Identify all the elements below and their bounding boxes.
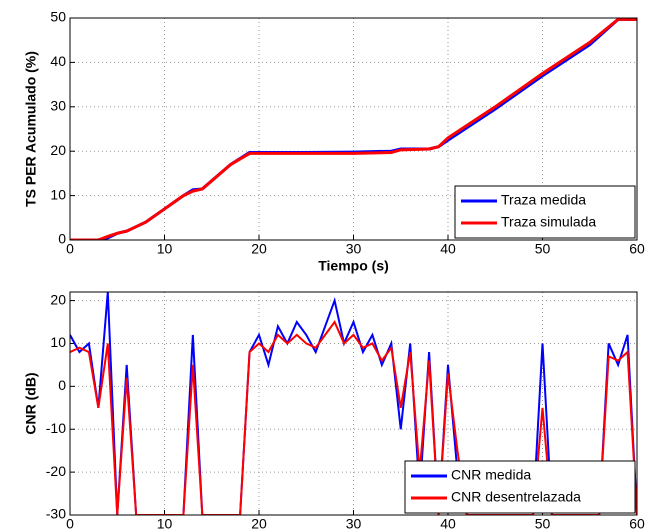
- x-tick-label: 30: [346, 241, 362, 257]
- x-axis-label: Tiempo (s): [318, 258, 389, 274]
- y-tick-label: 0: [58, 231, 66, 247]
- y-tick-label: 0: [58, 377, 66, 393]
- series-line: [70, 320, 637, 515]
- y-tick-label: -10: [46, 420, 66, 436]
- legend-label: Traza simulada: [501, 214, 596, 230]
- x-tick-label: 60: [629, 516, 645, 532]
- y-axis-label: CNR (dB): [23, 372, 39, 434]
- y-tick-label: 30: [50, 98, 66, 114]
- plot-frame: [69, 17, 638, 241]
- y-axis-label: TS PER Acumulado (%): [23, 51, 39, 207]
- x-tick-label: 0: [66, 516, 74, 532]
- x-tick-label: 10: [157, 516, 173, 532]
- y-tick-label: 50: [50, 9, 66, 25]
- y-tick-label: 20: [50, 291, 66, 307]
- legend-label: CNR medida: [451, 467, 531, 483]
- y-tick-label: -30: [46, 506, 66, 522]
- x-tick-label: 40: [440, 516, 456, 532]
- legend-box: [404, 460, 636, 514]
- x-tick-label: 10: [157, 241, 173, 257]
- x-tick-label: 0: [66, 241, 74, 257]
- legend-label: CNR desentrelazada: [451, 489, 581, 505]
- x-tick-label: 50: [535, 516, 551, 532]
- series-line: [70, 18, 637, 240]
- x-tick-label: 40: [440, 241, 456, 257]
- x-tick-label: 50: [535, 241, 551, 257]
- plot-frame: [69, 291, 638, 516]
- y-tick-label: 10: [50, 334, 66, 350]
- series-line: [70, 292, 637, 515]
- y-tick-label: 40: [50, 53, 66, 69]
- x-tick-label: 60: [629, 241, 645, 257]
- y-tick-label: -20: [46, 463, 66, 479]
- legend-box: [454, 185, 636, 239]
- y-tick-label: 20: [50, 142, 66, 158]
- x-tick-label: 30: [346, 516, 362, 532]
- x-tick-label: 20: [251, 241, 267, 257]
- x-tick-label: 20: [251, 516, 267, 532]
- y-tick-label: 10: [50, 186, 66, 202]
- legend-label: Traza medida: [501, 192, 586, 208]
